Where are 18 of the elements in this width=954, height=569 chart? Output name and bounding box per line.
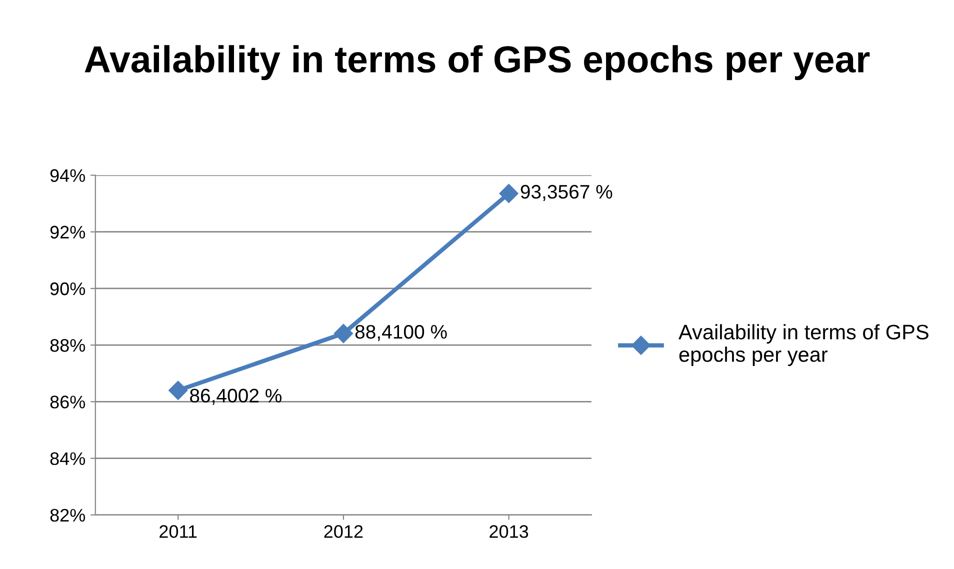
y-tick-label: 94% [50,169,86,182]
y-tick-label: 88% [50,339,86,352]
chart-title: Availability in terms of GPS epochs per year [84,45,870,80]
point [334,324,353,344]
legend-label: Availability in terms of GPS epochs per year [678,324,928,366]
y-tick-label: 84% [50,452,86,466]
data-label: 86,4002 % [190,388,282,405]
y-tick-label: 90% [50,282,86,296]
y-tick-label: 82% [50,508,86,522]
y-tick-label: 92% [50,226,86,239]
x-tick-label: 2013 [490,525,528,538]
x-tick-label: 2011 [160,525,197,538]
y-tick-label: 86% [50,396,86,408]
data-label: 88,4100 % [355,324,447,342]
point [499,184,518,203]
x-tick-label: 2012 [324,525,363,538]
data-label: 93,3567 % [520,184,612,201]
point [168,380,188,400]
